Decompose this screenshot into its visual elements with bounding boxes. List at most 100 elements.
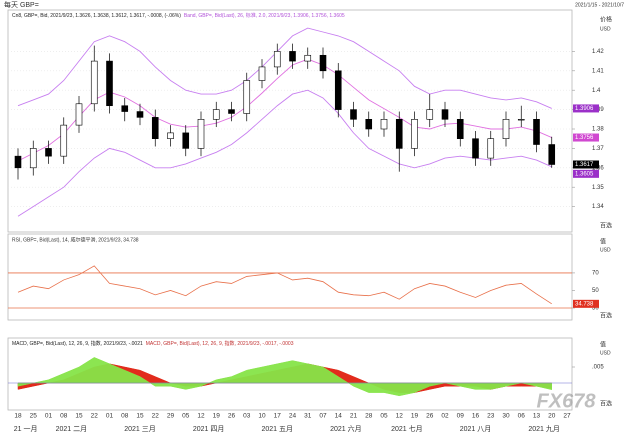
candle-body [426, 109, 434, 120]
x-tick-label: 22 [91, 413, 99, 420]
x-tick-label: 28 [365, 413, 373, 420]
y-tick-label: 30 [592, 306, 599, 312]
month-label: 2021 六月 [330, 424, 362, 433]
candle-body [243, 80, 251, 114]
candle-body [411, 119, 418, 149]
x-tick-label: 05 [380, 413, 388, 420]
candle-body [472, 138, 479, 159]
x-tick-label: 08 [60, 413, 68, 420]
x-tick-label: 05 [182, 413, 190, 420]
candle-body [258, 66, 266, 81]
value-tag [573, 104, 599, 113]
candle-body [395, 119, 403, 149]
candle-body [29, 148, 37, 169]
candle-body [273, 51, 281, 68]
y-tick-label: 1.37 [592, 146, 604, 152]
x-tick-label: 26 [426, 413, 434, 420]
candle-body [319, 54, 327, 72]
x-tick-label: 03 [243, 413, 251, 420]
axis-title: 值 [600, 341, 606, 349]
x-tick-label: 23 [487, 413, 495, 420]
price-panel [7, 9, 573, 233]
x-tick-label: 19 [213, 413, 221, 420]
x-tick-label: 27 [563, 413, 571, 420]
x-tick-label: 22 [152, 413, 160, 420]
candle-body [14, 155, 22, 169]
x-tick-label: 01 [106, 413, 114, 420]
y-tick-label: 1.38 [592, 127, 604, 133]
month-label: 2021 四月 [193, 425, 225, 433]
candle-body [182, 132, 190, 149]
x-tick-label: 18 [14, 413, 22, 420]
page-title: 每天 GBP= [4, 0, 39, 9]
axis-unit: USD [600, 26, 611, 32]
value-tag-label: 1.3906 [575, 106, 594, 112]
candle-body [212, 109, 220, 120]
panel-header: Cn8, GBP=, Bid, 2021/9/23, 1.3626, 1.363… [12, 12, 345, 19]
auto-button[interactable]: 百选 [600, 400, 612, 408]
month-label: 2021 五月 [261, 425, 293, 433]
x-tick-label: 15 [136, 413, 144, 420]
axis-unit: USD [600, 247, 611, 253]
candle-body [487, 138, 495, 159]
value-tag [573, 299, 599, 308]
axis-title: 价格 [600, 16, 612, 24]
candle-body [548, 144, 556, 165]
x-tick-label: 24 [289, 413, 297, 420]
candle-body [456, 119, 464, 140]
month-label: 2021 二月 [56, 425, 88, 433]
auto-button[interactable]: 百选 [600, 222, 612, 230]
x-tick-label: 14 [335, 413, 343, 420]
candle-body [45, 148, 52, 157]
x-tick-label: 16 [472, 413, 480, 420]
x-tick-label: 06 [518, 413, 526, 420]
candle-body [441, 109, 449, 120]
date-range: 2021/1/15 - 2021/10/7 [575, 2, 624, 8]
macd-title: MACD, GBP=, Bid(Last), 12, 26, 9, 指数, 20… [12, 340, 143, 347]
x-tick-label: 31 [304, 413, 312, 420]
panel-header: MACD, GBP=, Bid(Last), 12, 26, 9, 指数, 20… [12, 340, 294, 347]
candle-body [334, 70, 342, 110]
x-tick-label: 12 [197, 413, 205, 420]
x-tick-label: 19 [411, 413, 419, 420]
x-tick-label: 01 [45, 413, 53, 420]
candle-body [197, 119, 205, 149]
month-label: 2021 三月 [124, 425, 156, 433]
candle-body [136, 111, 144, 118]
price-title: Cn8, GBP=, Bid, 2021/9/23, 1.3626, 1.363… [12, 13, 181, 19]
candle-body [289, 51, 296, 62]
candle-body [151, 117, 159, 140]
y-tick-label: 1.34 [592, 204, 604, 210]
candle-body [60, 124, 68, 157]
candle-body [517, 119, 525, 121]
candle-body [228, 109, 235, 114]
candle-body [533, 119, 540, 145]
y-tick-label: 1.42 [592, 49, 604, 55]
axis-unit: USD [600, 350, 611, 356]
y-tick-label: 70 [592, 270, 599, 276]
month-label: 2021 九月 [528, 424, 560, 433]
x-tick-label: 02 [441, 413, 449, 420]
macd-panel [7, 337, 573, 411]
month-label: 2021 八月 [460, 425, 492, 433]
value-tag-label: 34.738 [575, 301, 594, 307]
x-tick-label: 13 [533, 413, 541, 420]
band-title: Band, GBP=, Bid(Last), 26, 标准, 2.0, 2021… [184, 12, 345, 19]
watermark: FX678 [537, 390, 597, 412]
x-tick-label: 09 [457, 413, 465, 420]
month-label: 2021 七月 [391, 424, 423, 433]
y-tick-label: 1.35 [592, 185, 604, 191]
candle-body [502, 119, 510, 140]
value-tag-label: 1.3605 [575, 171, 594, 177]
candle-body [121, 105, 129, 112]
x-tick-label: 20 [548, 413, 556, 420]
rsi-panel [7, 233, 573, 321]
signal-title: MACD, GBP=, Bid(Last), 12, 26, 9, 指数, 20… [146, 340, 294, 347]
candle-body [167, 132, 174, 140]
auto-button[interactable]: 百选 [600, 312, 612, 320]
candle-body [380, 119, 388, 130]
rsi-title: RSI, GBP=, Bid(Last), 14, 威尔德平滑, 2021/9/… [12, 236, 139, 243]
x-tick-label: 10 [258, 413, 266, 420]
axis-title: 值 [600, 238, 606, 246]
